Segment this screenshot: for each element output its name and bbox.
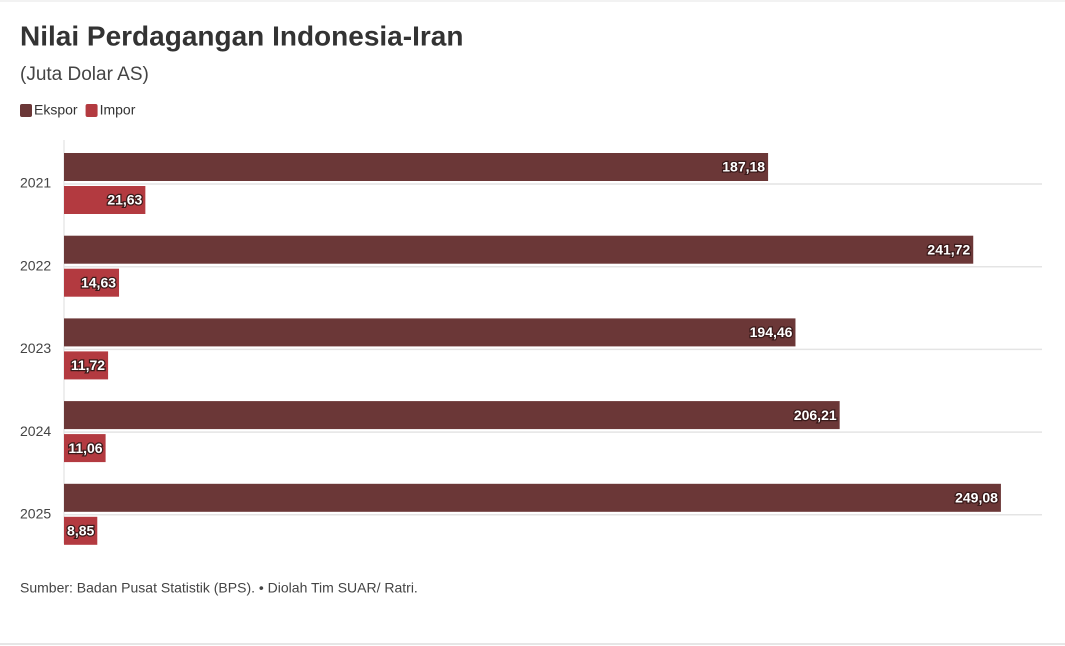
bar (64, 483, 1001, 512)
value-label: 206,21 (794, 407, 837, 423)
value-label: 249,08 (955, 490, 998, 506)
value-label: 14,63 (81, 274, 116, 290)
y-tick-label: 2021 (20, 175, 51, 191)
bar (64, 516, 98, 545)
bar (64, 434, 106, 463)
bar (64, 351, 109, 380)
y-tick-label: 2023 (20, 340, 51, 356)
legend-label: Impor (100, 102, 136, 118)
legend-swatch (85, 104, 98, 117)
value-label: 194,46 (750, 324, 793, 340)
legend-swatch (20, 104, 32, 117)
bar (64, 235, 974, 264)
value-label: 187,18 (722, 159, 765, 175)
value-label: 11,72 (71, 357, 105, 373)
y-tick-label: 2022 (20, 257, 51, 273)
bar (64, 268, 120, 297)
bar (64, 318, 796, 347)
source-note: Sumber: Badan Pusat Statistik (BPS). • D… (20, 580, 418, 596)
legend-label: Ekspor (34, 102, 78, 118)
value-label: 241,72 (927, 241, 970, 257)
value-label: 8,85 (67, 523, 94, 539)
chart-subtitle: (Juta Dolar AS) (20, 64, 149, 85)
value-label: 21,63 (107, 192, 142, 208)
y-tick-label: 2025 (20, 506, 51, 522)
bar (64, 186, 146, 214)
bar (64, 153, 769, 181)
bar (64, 401, 840, 430)
value-label: 11,06 (68, 440, 102, 456)
y-tick-label: 2024 (20, 423, 51, 439)
chart-title: Nilai Perdagangan Indonesia-Iran (20, 20, 463, 51)
